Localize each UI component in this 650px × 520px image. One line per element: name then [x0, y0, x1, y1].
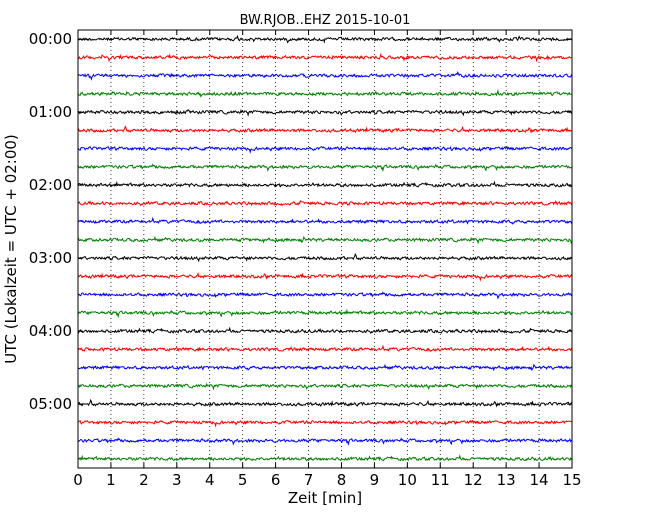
x-tick-label: 4	[205, 471, 215, 489]
seismogram-trace	[77, 108, 573, 117]
seismogram-trace	[77, 146, 573, 154]
seismogram-trace	[77, 89, 573, 98]
y-axis: 00:00 01:00 02:00 03:00 04:00 05:00	[29, 30, 572, 413]
x-tick-label: 2	[139, 471, 149, 489]
trace-group	[77, 34, 573, 462]
x-tick-label: 6	[271, 471, 281, 489]
x-tick-label: 12	[464, 471, 483, 489]
seismogram-trace	[77, 163, 573, 173]
y-tick-label: 01:00	[29, 103, 72, 121]
plot-frame	[77, 29, 573, 469]
x-tick-label: 3	[172, 471, 182, 489]
seismogram-trace	[77, 419, 573, 428]
seismogram-trace	[77, 180, 573, 188]
seismogram-trace	[77, 326, 573, 335]
seismogram-trace	[77, 291, 573, 300]
y-tick-label: 02:00	[29, 176, 72, 194]
x-tick-label: 13	[497, 471, 516, 489]
seismogram-trace	[77, 271, 573, 282]
x-tick-label: 10	[398, 471, 417, 489]
seismogram-trace	[77, 308, 573, 319]
y-tick-label: 00:00	[29, 30, 72, 48]
x-tick-label: 1	[106, 471, 116, 489]
x-axis: 0 1 2 3 4 5 6 7 8 9 10 11 12 13 14 15	[73, 30, 582, 489]
seismogram-trace	[77, 363, 573, 372]
y-axis-label: UTC (Lokalzeit = UTC + 02:00)	[2, 134, 20, 364]
grid-lines	[110, 30, 540, 468]
seismogram-trace	[77, 52, 573, 63]
seismogram-trace	[77, 71, 573, 81]
seismogram-trace	[77, 382, 573, 391]
x-tick-label: 15	[562, 471, 581, 489]
x-tick-label: 11	[431, 471, 450, 489]
y-tick-label: 03:00	[29, 249, 72, 267]
x-tick-label: 8	[337, 471, 347, 489]
seismogram-trace	[77, 344, 573, 353]
chart-title: BW.RJOB..EHZ 2015-10-01	[240, 13, 411, 28]
seismogram-trace	[77, 437, 573, 446]
x-axis-label: Zeit [min]	[288, 489, 362, 507]
x-tick-label: 0	[73, 471, 83, 489]
seismogram-trace	[77, 125, 573, 134]
seismogram-trace	[77, 454, 573, 462]
seismogram-trace	[77, 199, 573, 207]
y-tick-label: 04:00	[29, 322, 72, 340]
y-tick-label: 05:00	[29, 395, 72, 413]
seismogram-trace	[77, 235, 573, 245]
seismogram-trace	[77, 252, 573, 263]
seismogram-trace	[77, 34, 573, 44]
x-tick-label: 5	[238, 471, 248, 489]
seismogram-trace	[77, 216, 573, 225]
x-tick-label: 9	[370, 471, 380, 489]
seismogram-trace	[77, 398, 573, 408]
x-tick-label: 7	[304, 471, 314, 489]
x-tick-label: 14	[530, 471, 549, 489]
